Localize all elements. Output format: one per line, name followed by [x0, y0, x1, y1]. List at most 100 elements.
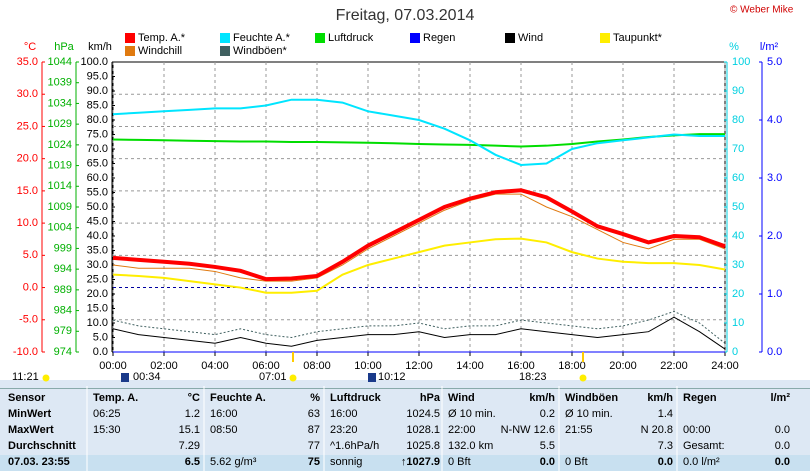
- cell-note: 21:55: [565, 424, 593, 436]
- y-tick-label: 1019: [48, 159, 72, 171]
- y-tick-label: 15.0: [87, 302, 108, 314]
- y-tick-label: 3.0: [767, 172, 782, 184]
- series-line: [112, 310, 726, 344]
- axis-unit: km/h: [88, 41, 112, 53]
- sun-icon: [42, 374, 50, 382]
- cell-note: 5.62 g/m³: [210, 456, 257, 468]
- cell-note: 0 Bft: [565, 456, 588, 468]
- y-tick-label: 10.0: [17, 217, 38, 229]
- x-tick-label: 08:00: [303, 360, 331, 372]
- y-tick-label: 1.0: [767, 288, 782, 300]
- y-tick-label: 90.0: [87, 85, 108, 97]
- group-name: Windböen: [565, 392, 618, 404]
- legend-swatch: [315, 33, 325, 43]
- y-tick-label: 10: [732, 317, 744, 329]
- cell-value: 77: [308, 440, 320, 452]
- moon-icon: [368, 373, 376, 382]
- legend-swatch: [125, 46, 135, 56]
- y-tick-label: 1029: [48, 118, 72, 130]
- y-tick-label: 55.0: [87, 186, 108, 198]
- legend-swatch: [125, 33, 135, 43]
- x-tick-label: 18:00: [558, 360, 586, 372]
- y-tick-label: 1039: [48, 77, 72, 89]
- y-tick-label: 60.0: [87, 172, 108, 184]
- y-tick-label: 25.0: [17, 120, 38, 132]
- y-tick-label: 70.0: [87, 143, 108, 155]
- y-tick-label: 20.0: [87, 288, 108, 300]
- y-tick-label: 35.0: [17, 56, 38, 68]
- y-tick-label: 0.0: [93, 346, 108, 358]
- y-tick-label: 30: [732, 259, 744, 271]
- y-tick-label: 100: [732, 56, 750, 68]
- x-tick-label: 10:00: [354, 360, 382, 372]
- group-unit: °C: [188, 392, 200, 404]
- cell-value: 1.2: [185, 408, 200, 420]
- row-label: MaxWert: [8, 424, 54, 436]
- cell-value: 1024.5: [406, 408, 440, 420]
- y-tick-label: 4.0: [767, 114, 782, 126]
- cell-note: Ø 10 min.: [448, 408, 496, 420]
- y-tick-label: 40: [732, 230, 744, 242]
- sun-icon: [289, 374, 297, 382]
- cell-value: 0.0: [540, 456, 555, 468]
- y-tick-label: 25.0: [87, 273, 108, 285]
- legend-swatch: [600, 33, 610, 43]
- y-tick-label: 20.0: [17, 153, 38, 165]
- cell-note: 23:20: [330, 424, 358, 436]
- y-tick-label: 974: [54, 346, 72, 358]
- y-tick-label: 994: [54, 263, 72, 275]
- series-line: [112, 98, 725, 166]
- cell-note: 08:50: [210, 424, 238, 436]
- y-tick-label: 50: [732, 201, 744, 213]
- group-unit: hPa: [420, 392, 441, 404]
- cell-value: 1028.1: [406, 424, 440, 436]
- sun-moon-time: 11:21: [12, 371, 39, 383]
- y-tick-label: 1009: [48, 201, 72, 213]
- cell-note: 00:00: [683, 424, 711, 436]
- axis-unit: °C: [24, 41, 36, 53]
- y-tick-label: 60: [732, 172, 744, 184]
- legend-label: Wind: [518, 32, 543, 44]
- y-tick-label: 95.0: [87, 70, 108, 82]
- axis-unit: l/m²: [760, 41, 779, 53]
- y-tick-label: 90: [732, 85, 744, 97]
- x-tick-label: 22:00: [660, 360, 688, 372]
- cell-value: 1.4: [658, 408, 673, 420]
- y-tick-label: -10.0: [13, 346, 38, 358]
- cell-value: 0.0: [775, 424, 790, 436]
- cell-value: 0.0: [658, 456, 673, 468]
- y-tick-label: 85.0: [87, 99, 108, 111]
- y-tick-label: 30.0: [17, 88, 38, 100]
- y-tick-label: 70: [732, 143, 744, 155]
- legend-swatch: [505, 33, 515, 43]
- legend-label: Windchill: [138, 45, 182, 57]
- cell-value: 0.0: [775, 456, 790, 468]
- y-tick-label: 20: [732, 288, 744, 300]
- x-tick-label: 12:00: [405, 360, 433, 372]
- cell-note: 15:30: [93, 424, 121, 436]
- cell-value: 5.5: [540, 440, 555, 452]
- cell-note: Gesamt:: [683, 440, 725, 452]
- y-tick-label: 65.0: [87, 157, 108, 169]
- y-tick-label: 15.0: [17, 185, 38, 197]
- y-tick-label: -5.0: [19, 314, 38, 326]
- cell-value: 0.0: [775, 440, 790, 452]
- group-name: Luftdruck: [330, 392, 382, 404]
- cell-value: 0.2: [540, 408, 555, 420]
- cell-value: 15.1: [179, 424, 200, 436]
- series-line: [112, 237, 726, 294]
- y-tick-label: 5.0: [93, 331, 108, 343]
- y-tick-label: 0.0: [23, 281, 38, 293]
- cell-value: N-NW 12.6: [501, 424, 555, 436]
- cell-note: 0.0 l/m²: [683, 456, 720, 468]
- row-label: Durchschnitt: [8, 440, 76, 452]
- table-header: Sensor: [8, 392, 46, 404]
- legend-swatch: [410, 33, 420, 43]
- group-unit: km/h: [529, 392, 555, 404]
- group-name: Temp. A.: [93, 392, 138, 404]
- cell-note: sonnig: [330, 456, 362, 468]
- x-tick-label: 00:00: [99, 360, 127, 372]
- cell-note: 06:25: [93, 408, 121, 420]
- x-tick-label: 02:00: [150, 360, 178, 372]
- legend-label: Luftdruck: [328, 32, 374, 44]
